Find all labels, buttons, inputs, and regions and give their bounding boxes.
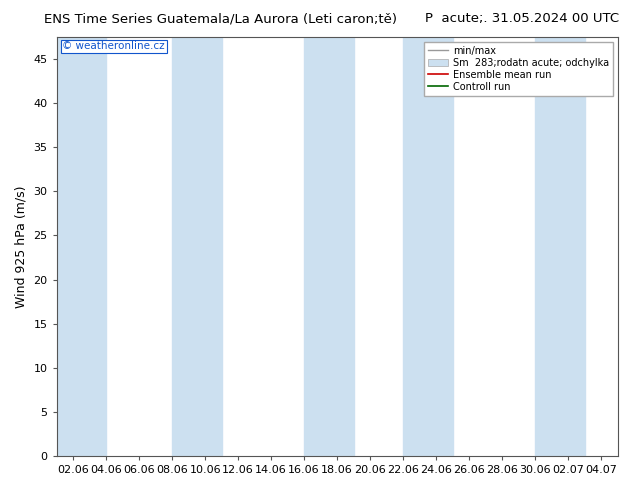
Bar bbox=[56, 37, 106, 456]
Bar bbox=[535, 37, 585, 456]
Text: P  acute;. 31.05.2024 00 UTC: P acute;. 31.05.2024 00 UTC bbox=[425, 12, 619, 25]
Y-axis label: Wind 925 hPa (m/s): Wind 925 hPa (m/s) bbox=[15, 185, 28, 308]
Bar bbox=[172, 37, 222, 456]
Bar bbox=[403, 37, 453, 456]
Text: © weatheronline.cz: © weatheronline.cz bbox=[62, 41, 165, 51]
Legend: min/max, Sm  283;rodatn acute; odchylka, Ensemble mean run, Controll run: min/max, Sm 283;rodatn acute; odchylka, … bbox=[424, 42, 612, 96]
Text: ENS Time Series Guatemala/La Aurora (Leti caron;tě): ENS Time Series Guatemala/La Aurora (Let… bbox=[44, 12, 398, 25]
Bar bbox=[304, 37, 354, 456]
